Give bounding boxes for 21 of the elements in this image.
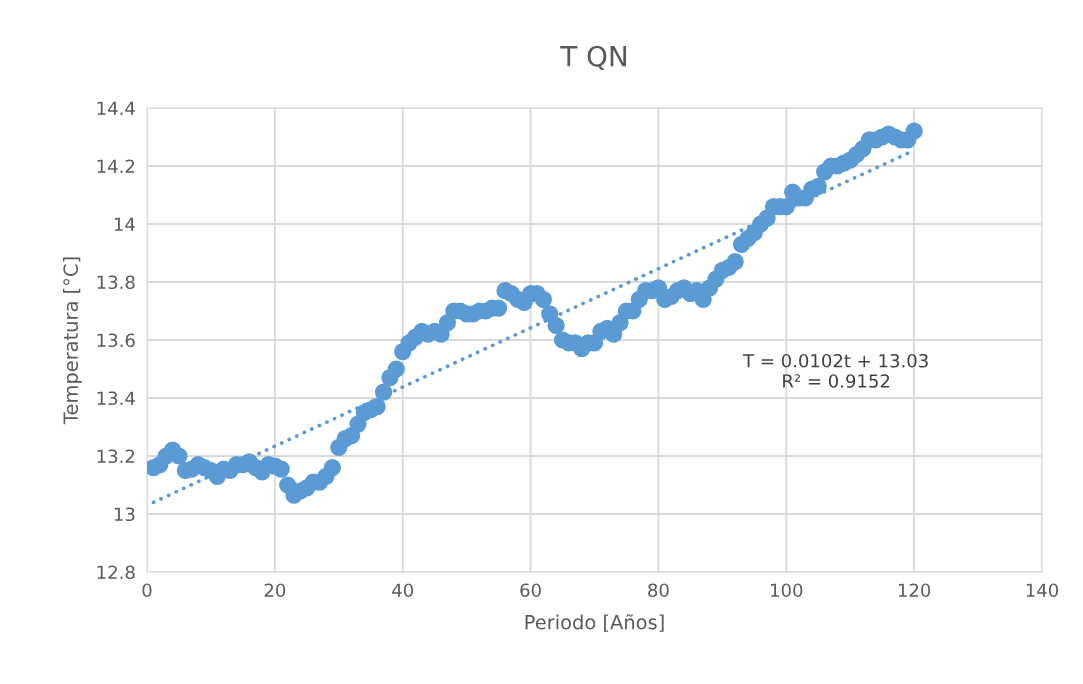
x-tick-label: 80 — [648, 583, 669, 598]
y-tick-label: 14.2 — [97, 159, 135, 173]
x-tick-label: 40 — [392, 583, 413, 598]
annotation: T = 0.0102t + 13.03 R² = 0.9152 — [743, 353, 928, 388]
x-tick-label: 20 — [264, 583, 286, 598]
y-tick-label: 14.4 — [97, 101, 135, 115]
y-tick-label: 13.6 — [97, 333, 135, 348]
x-tick-label: 60 — [520, 583, 541, 598]
y-tick-label: 14 — [114, 217, 135, 231]
chart-title: T QN — [560, 45, 626, 70]
y-tick-label: 13.8 — [97, 275, 135, 290]
x-tick-label: 120 — [898, 583, 931, 598]
x-tick-label: 140 — [1026, 583, 1059, 598]
x-axis-title: Periodo [Años] — [525, 614, 664, 632]
y-tick-label: 13 — [114, 507, 135, 522]
y-tick-label: 13.2 — [97, 449, 135, 464]
y-tick-label: 13.4 — [97, 391, 135, 406]
x-tick-label: 100 — [771, 583, 803, 598]
x-tick-label: 0 — [142, 583, 152, 598]
y-axis-title: Temperatura [°C] — [62, 257, 82, 425]
y-tick-label: 12.8 — [97, 565, 135, 580]
